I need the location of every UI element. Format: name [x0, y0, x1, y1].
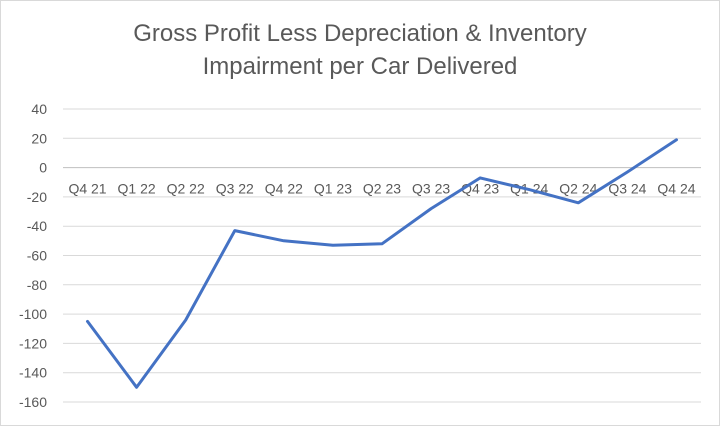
x-tick-label: Q4 24 — [657, 181, 695, 197]
y-tick-label: 40 — [31, 101, 47, 117]
y-tick-label: -160 — [19, 394, 47, 410]
x-tick-label: Q3 24 — [608, 181, 646, 197]
x-tick-label: Q2 24 — [559, 181, 597, 197]
y-tick-label: -80 — [27, 277, 47, 293]
chart-title-line-1: Gross Profit Less Depreciation & Invento… — [133, 20, 587, 47]
y-tick-label: -140 — [19, 365, 47, 381]
chart-title-line-2: Impairment per Car Delivered — [202, 53, 518, 80]
x-tick-label: Q4 21 — [68, 181, 106, 197]
y-tick-label: -60 — [27, 248, 47, 264]
x-tick-label: Q3 22 — [216, 181, 254, 197]
x-tick-label: Q2 22 — [167, 181, 205, 197]
y-tick-label: -120 — [19, 335, 47, 351]
x-tick-label: Q1 23 — [314, 181, 352, 197]
y-tick-label: 20 — [31, 130, 47, 146]
series-line-0 — [86, 138, 678, 389]
chart-title: Gross Profit Less Depreciation & Invento… — [1, 17, 719, 83]
y-tick-label: 0 — [39, 160, 47, 176]
x-tick-label: Q3 23 — [412, 181, 450, 197]
y-tick-label: -100 — [19, 306, 47, 322]
x-tick-label: Q4 22 — [265, 181, 303, 197]
x-tick-label: Q4 23 — [461, 181, 499, 197]
y-tick-label: -20 — [27, 189, 47, 205]
x-tick-label: Q1 22 — [118, 181, 156, 197]
x-tick-label: Q2 23 — [363, 181, 401, 197]
y-tick-label: -40 — [27, 218, 47, 234]
